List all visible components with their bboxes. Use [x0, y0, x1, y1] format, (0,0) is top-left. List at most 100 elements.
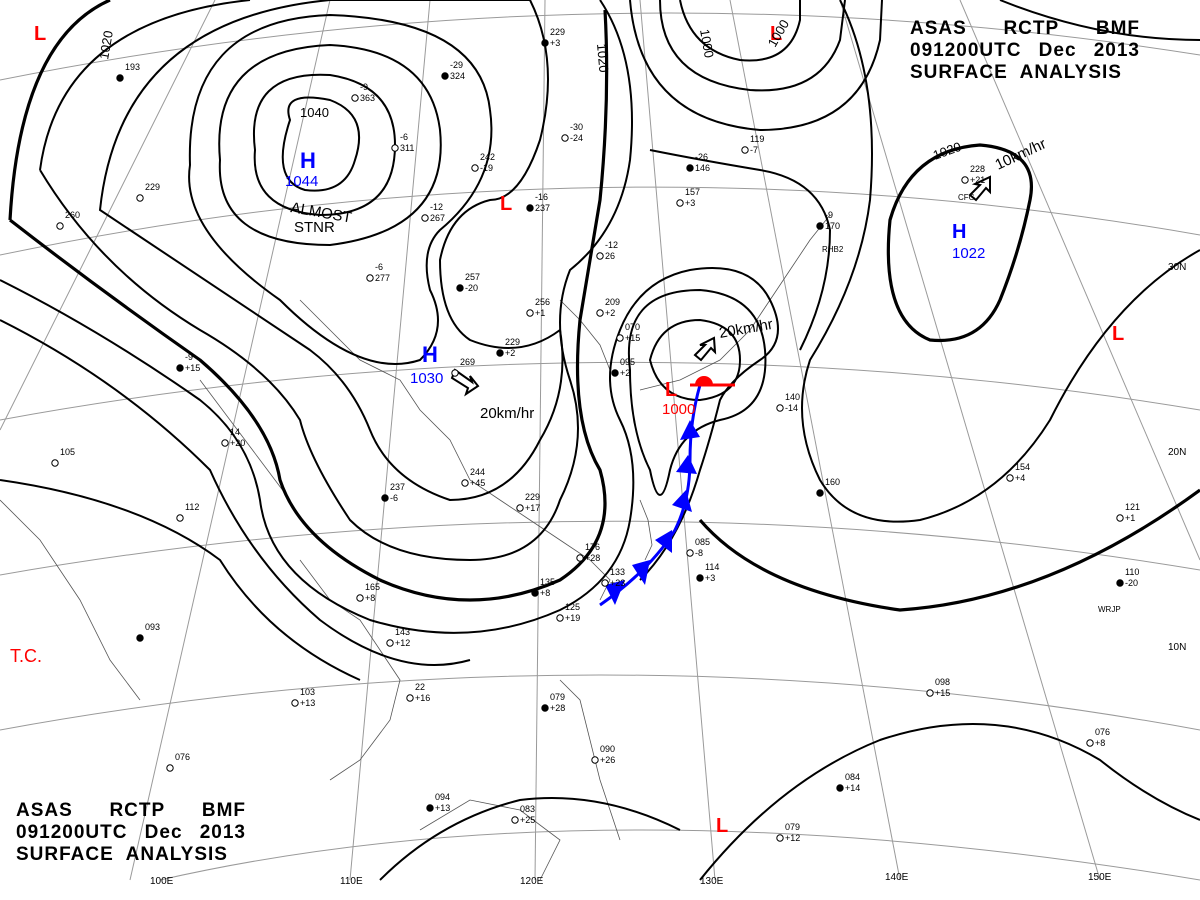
station-circle — [351, 94, 359, 102]
lat-line-10n — [0, 520, 1200, 576]
station-pressure: 085 — [695, 537, 710, 547]
isobar-1022-center — [886, 143, 1033, 343]
station-circle — [406, 694, 414, 702]
title-month: Dec — [144, 822, 183, 843]
station-pressure: 22 — [415, 682, 425, 692]
station-circle — [136, 634, 144, 642]
warm-front — [690, 376, 735, 387]
title-product: ASAS — [16, 800, 73, 821]
high-center-value: 1044 — [285, 173, 318, 190]
isobar-1000-north — [679, 0, 801, 62]
station-pressure: 165 — [365, 582, 380, 592]
station-texts: -29324-9363-6311229+3-12267-6277-1623724… — [60, 27, 1140, 843]
station-tendency: -20 — [465, 283, 478, 293]
station-pressure: -29 — [450, 60, 463, 70]
lon-label: 100E — [150, 876, 174, 887]
station-tendency: +45 — [470, 478, 485, 488]
isobar-label: 1000 — [697, 28, 717, 59]
title-month: Dec — [1038, 40, 1077, 61]
isobar-low-1008 — [648, 318, 742, 402]
station-pressure: 260 — [65, 210, 80, 220]
station-pressure: 229 — [550, 27, 565, 37]
title-code: BMF — [1095, 18, 1140, 39]
station-tendency: +17 — [525, 503, 540, 513]
cold-front — [599, 384, 702, 607]
isobar-labels: 1020 1040 1020 1000 1000 1020 — [96, 17, 963, 163]
title-year: 2013 — [199, 822, 246, 843]
station-pressure: 140 — [785, 392, 800, 402]
station-pressure: 094 — [435, 792, 450, 802]
title-line-3: SURFACE ANALYSIS — [910, 62, 1122, 83]
title-block-bottom: ASAS RCTP BMF 091200UTC Dec 2013 SURFACE… — [16, 800, 246, 866]
station-circle — [381, 494, 389, 502]
station-pressure: 228 — [970, 164, 985, 174]
station-circle — [391, 144, 399, 152]
station-circle — [836, 784, 844, 792]
lon-line-160e — [959, 0, 1200, 561]
station-circle — [291, 699, 299, 707]
coast-sea — [199, 379, 291, 501]
isobar-1020-thick — [8, 0, 609, 602]
station-circle — [596, 309, 604, 317]
station-pressure: -16 — [535, 192, 548, 202]
station-circle — [1116, 514, 1124, 522]
station-circle — [511, 816, 519, 824]
lon-label: 120E — [520, 876, 544, 887]
low-letter: L — [770, 23, 782, 45]
isobar-1032 — [188, 13, 493, 365]
motion-arrows — [450, 175, 991, 397]
station-pressure: 079 — [785, 822, 800, 832]
lat-line-20n — [0, 361, 1200, 421]
lat-line-0 — [0, 674, 1200, 731]
station-tendency: +28 — [550, 703, 565, 713]
isobar-label: 1020 — [931, 139, 963, 163]
station-circle — [541, 39, 549, 47]
tc-label: T.C. — [10, 646, 42, 666]
station-pressure: 119 — [750, 134, 764, 144]
station-tendency: +2 — [605, 308, 615, 318]
station-tendency: +8 — [540, 588, 550, 598]
station-pressure: -9 — [825, 210, 833, 220]
graticule-labels: 110E 120E 130E 140E 150E 100E 30N 20N 10… — [150, 262, 1186, 887]
station-tendency: +26 — [600, 755, 615, 765]
station-tendency: 311 — [400, 143, 414, 153]
station-pressure: 14 — [230, 427, 240, 437]
station-tendency: 277 — [375, 273, 390, 283]
isobar-south-1 — [699, 723, 1200, 881]
title-line-1: ASAS RCTP BMF — [910, 18, 1140, 40]
station-circle — [441, 72, 449, 80]
title-year: 2013 — [1093, 40, 1140, 61]
station-circle — [56, 222, 64, 230]
station-circle — [776, 404, 784, 412]
station-circle — [136, 194, 144, 202]
lon-label: 110E — [340, 876, 363, 887]
station-circle — [776, 834, 784, 842]
title-time: 091200UTC — [910, 40, 1022, 61]
low-center-letter: L — [665, 379, 677, 401]
station-tendency: +15 — [185, 363, 200, 373]
motion-label: STNR — [294, 219, 335, 236]
coast-borneo — [419, 799, 561, 881]
isobar-1012 — [0, 319, 471, 666]
latitude-lines — [0, 12, 1200, 881]
station-circle — [456, 284, 464, 292]
cold-front-triangle — [632, 560, 650, 585]
motion-label: 20km/hr — [480, 405, 534, 422]
station-tendency: +12 — [395, 638, 410, 648]
station-pressure: 112 — [185, 502, 199, 512]
low-letter: L — [500, 193, 512, 215]
station-pressure: 229 — [505, 337, 520, 347]
station-pressure: 098 — [935, 677, 950, 687]
station-pressure: 076 — [175, 752, 190, 762]
station-circle — [696, 574, 704, 582]
station-tendency: -19 — [480, 163, 493, 173]
station-pressure: -12 — [430, 202, 443, 212]
station-pressure: 133 — [610, 567, 625, 577]
coast-japan — [639, 214, 831, 391]
station-circle — [531, 589, 539, 597]
station-tendency: +1 — [535, 308, 545, 318]
station-pressure: 160 — [825, 477, 840, 487]
coast-korea — [559, 299, 611, 371]
station-circle — [1006, 474, 1014, 482]
station-pressure: 079 — [550, 692, 565, 702]
